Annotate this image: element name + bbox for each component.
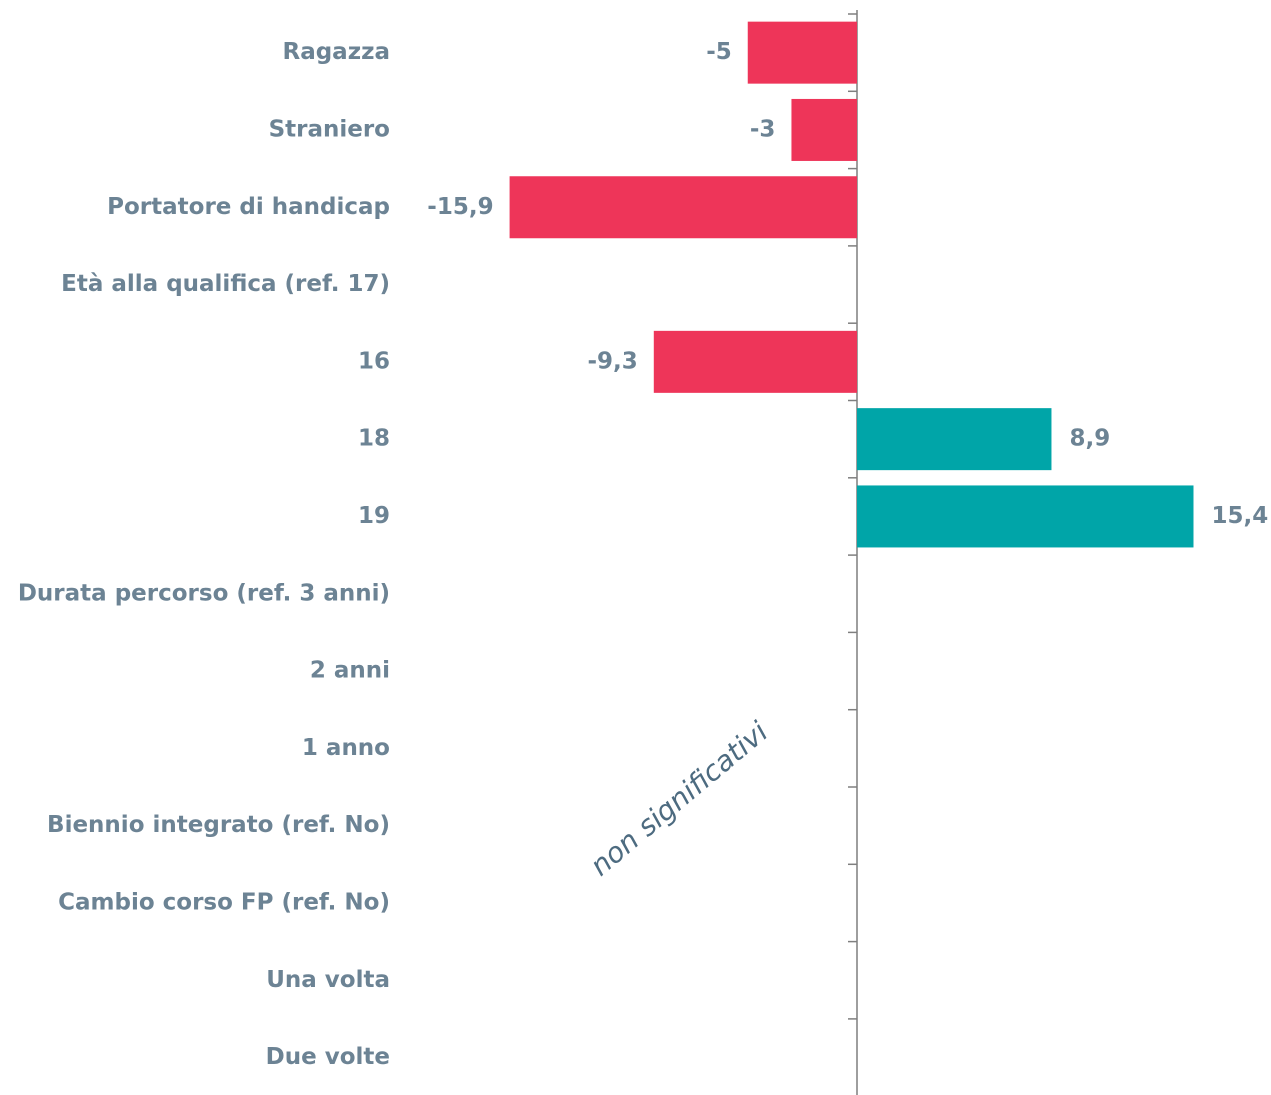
bar	[747, 21, 857, 84]
category-label: Due volte	[266, 1044, 390, 1070]
category-label: Portatore di handicap	[107, 194, 390, 220]
bar	[857, 485, 1194, 548]
value-label: -3	[750, 116, 776, 142]
category-label: Cambio corso FP (ref. No)	[58, 889, 390, 915]
category-label: 16	[358, 348, 390, 374]
category-label: 2 anni	[310, 658, 390, 684]
bar	[653, 330, 857, 393]
bar	[857, 408, 1052, 471]
category-label: Una volta	[266, 967, 390, 993]
value-label: 8,9	[1069, 426, 1110, 452]
category-label: Biennio integrato (ref. No)	[47, 812, 390, 838]
category-label: 18	[358, 426, 390, 452]
bar	[509, 176, 857, 239]
category-label: 19	[358, 503, 390, 529]
value-label: 15,4	[1211, 503, 1268, 529]
category-label: 1 anno	[302, 735, 390, 761]
category-label: Durata percorso (ref. 3 anni)	[18, 580, 390, 606]
value-label: -5	[706, 39, 732, 65]
annotation: non significativi	[584, 715, 775, 882]
value-label: -15,9	[427, 194, 493, 220]
category-label: Straniero	[269, 116, 390, 142]
category-label: Ragazza	[282, 39, 390, 65]
category-label: Età alla qualifica (ref. 17)	[61, 271, 390, 297]
value-label: -9,3	[587, 348, 637, 374]
bar	[791, 98, 857, 161]
